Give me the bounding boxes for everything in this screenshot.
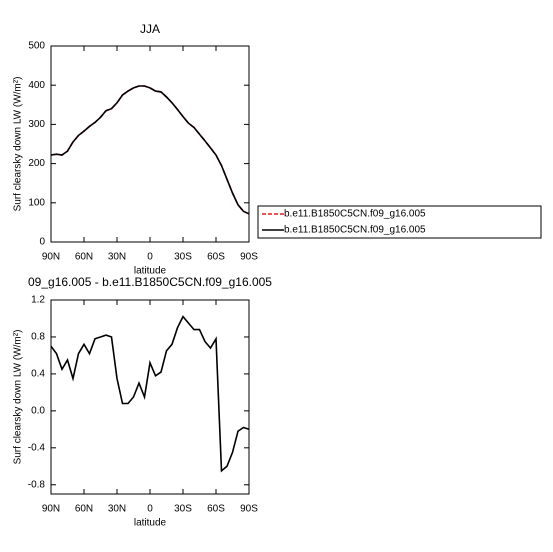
x-tick-label: 0: [147, 252, 153, 263]
y-tick-label: -0.8: [28, 479, 46, 490]
y-tick-label: 500: [28, 41, 45, 52]
x-axis-label: latitude: [134, 518, 167, 529]
x-tick-label: 30S: [174, 252, 192, 263]
x-tick-label: 60N: [75, 252, 93, 263]
x-tick-label: 30N: [108, 252, 126, 263]
y-tick-label: 0: [39, 237, 45, 248]
legend-label: b.e11.B1850C5CN.f09_g16.005: [284, 209, 426, 220]
x-tick-label: 90N: [42, 504, 60, 515]
y-tick-label: 0.4: [31, 369, 45, 380]
data-line: [50, 85, 250, 215]
x-tick-label: 60S: [207, 504, 225, 515]
y-axis-label: Surf clearsky down LW (W/m²): [13, 77, 24, 212]
x-tick-label: 90S: [240, 252, 258, 263]
plot-frame: [50, 45, 250, 243]
y-tick-label: 200: [28, 158, 45, 169]
data-line: [50, 85, 250, 215]
x-tick-label: 60S: [207, 252, 225, 263]
legend-box: [257, 205, 542, 239]
x-tick-label: 0: [147, 504, 153, 515]
x-tick-label: 60N: [75, 504, 93, 515]
x-axis-label: latitude: [134, 266, 167, 277]
x-tick-label: 30N: [108, 504, 126, 515]
chart-title: 09_g16.005 - b.e11.B1850C5CN.f09_g16.005: [28, 275, 272, 289]
legend-label: b.e11.B1850C5CN.f09_g16.005: [284, 225, 426, 236]
y-tick-label: 0.0: [31, 405, 45, 416]
data-line: [50, 315, 250, 473]
chart-title: JJA: [140, 22, 160, 36]
y-tick-label: 100: [28, 197, 45, 208]
y-tick-label: 300: [28, 119, 45, 130]
y-tick-label: 0.8: [31, 332, 45, 343]
y-axis-label: Surf clearsky down LW (W/m²): [13, 330, 24, 465]
plot-frame: [50, 299, 250, 495]
x-tick-label: 90S: [240, 504, 258, 515]
y-tick-label: 400: [28, 80, 45, 91]
x-tick-label: 30S: [174, 504, 192, 515]
x-tick-label: 90N: [42, 252, 60, 263]
y-tick-label: 1.2: [31, 295, 45, 306]
y-tick-label: -0.4: [28, 442, 46, 453]
